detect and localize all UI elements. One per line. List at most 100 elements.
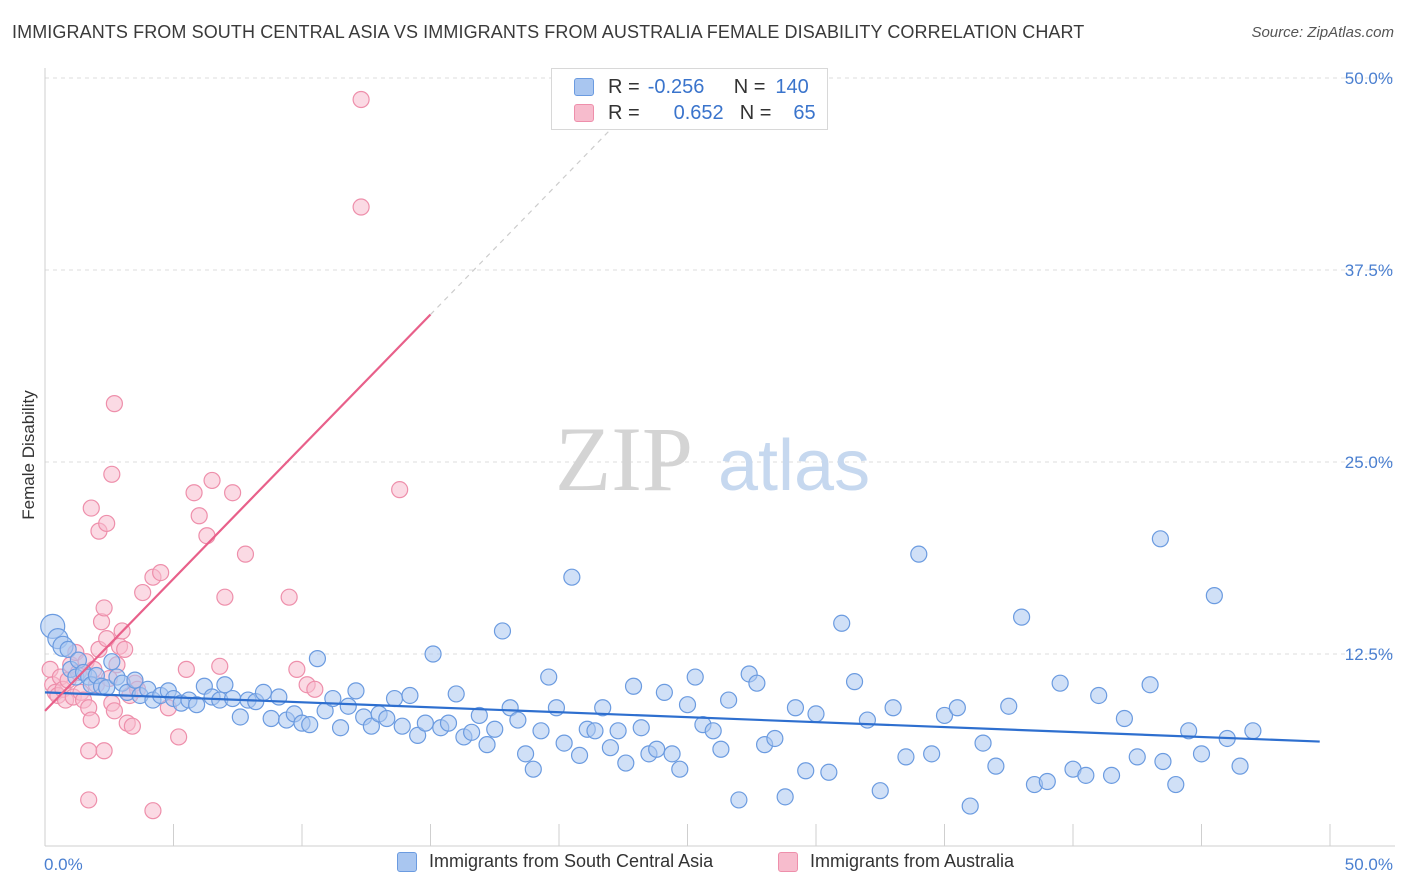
- south-central-asia-point: [463, 723, 481, 741]
- australia-point: [116, 640, 134, 658]
- south-central-asia-point: [262, 709, 280, 728]
- australia-point: [236, 545, 255, 563]
- australia-point: [280, 588, 298, 606]
- south-central-asia-point: [871, 782, 889, 800]
- australia-point: [170, 728, 188, 746]
- y-axis-label: Female Disability: [19, 390, 38, 520]
- watermark: ZIP atlas: [555, 408, 870, 510]
- australia-point: [198, 527, 216, 545]
- south-central-asia-point: [416, 714, 434, 732]
- south-central-asia-point: [59, 640, 77, 658]
- south-central-asia-point: [231, 708, 249, 726]
- australia-trendline-extension: [430, 115, 624, 315]
- australia-point: [80, 742, 98, 760]
- south-central-asia-point: [678, 696, 697, 714]
- south-central-asia-point: [1231, 757, 1249, 775]
- south-central-asia-point: [301, 716, 319, 734]
- south-central-asia-point: [730, 791, 748, 809]
- y-tick-label: 12.5%: [1345, 645, 1393, 664]
- legend-swatch-blue: [574, 78, 594, 96]
- x-tick-label: 50.0%: [1345, 855, 1393, 874]
- south-central-asia-point: [501, 699, 519, 717]
- south-central-asia-point: [1077, 766, 1095, 784]
- bottom-legend-swatch-blue: [397, 851, 417, 872]
- south-central-asia-point: [1167, 775, 1185, 794]
- south-central-asia-trendline: [44, 691, 1320, 743]
- bottom-legend: Immigrants from South Central Asia Immig…: [0, 851, 1406, 879]
- y-tick-label: 50.0%: [1345, 69, 1393, 88]
- south-central-asia-point: [609, 722, 627, 740]
- south-central-asia-point: [470, 706, 488, 725]
- south-central-asia-point: [961, 797, 979, 815]
- trendlines: [44, 115, 1320, 743]
- bottom-legend-australia: Immigrants from Australia: [778, 851, 1014, 872]
- south-central-asia-point: [663, 745, 681, 763]
- south-central-asia-point: [786, 699, 805, 717]
- south-central-asia-point: [833, 614, 851, 632]
- south-central-asia-point: [686, 668, 704, 686]
- australia-point: [211, 657, 229, 675]
- south-central-asia-point: [555, 734, 573, 752]
- south-central-asia-point: [378, 709, 396, 728]
- bottom-legend-label: Immigrants from Australia: [810, 851, 1015, 871]
- legend-n-label: N =: [739, 101, 772, 124]
- south-central-asia-point: [439, 714, 458, 732]
- south-central-asia-point: [1128, 748, 1146, 766]
- australia-point: [288, 660, 306, 678]
- south-central-asia-point: [1000, 697, 1018, 715]
- south-central-asia-point: [1141, 676, 1159, 694]
- south-central-asia-point: [974, 734, 992, 752]
- south-central-asia-point: [339, 697, 357, 715]
- australia-point: [177, 660, 195, 678]
- australia-point: [92, 613, 111, 631]
- australia-point: [105, 702, 123, 720]
- south-central-asia-point: [820, 763, 838, 781]
- australia-point: [80, 791, 98, 809]
- south-central-asia-point: [486, 720, 504, 738]
- australia-trendline: [44, 313, 432, 712]
- south-central-asia-points: [40, 530, 1262, 815]
- south-central-asia-point: [188, 696, 206, 714]
- australia-point: [144, 802, 162, 820]
- south-central-asia-point: [586, 722, 604, 740]
- south-central-asia-point: [570, 746, 589, 764]
- south-central-asia-point: [935, 706, 954, 725]
- south-central-asia-point: [1012, 608, 1031, 626]
- south-central-asia-point: [858, 711, 877, 729]
- south-central-asia-point: [766, 729, 784, 748]
- legend-n-value: 65: [793, 101, 816, 124]
- south-central-asia-point: [655, 683, 673, 702]
- south-central-asia-point: [393, 717, 411, 735]
- bottom-legend-south-central-asia: Immigrants from South Central Asia: [397, 851, 713, 872]
- australia-point: [152, 563, 170, 582]
- bottom-legend-swatch-pink: [778, 851, 798, 872]
- south-central-asia-point: [347, 682, 365, 700]
- legend: R = -0.256 N = 140 R = 0.652 N = 65: [551, 68, 828, 130]
- south-central-asia-point: [563, 568, 581, 586]
- australia-point: [82, 711, 100, 729]
- australia-point: [103, 465, 121, 483]
- south-central-asia-point: [409, 726, 427, 745]
- australia-point: [123, 717, 141, 735]
- south-central-asia-point: [601, 739, 620, 757]
- south-central-asia-point: [509, 711, 527, 729]
- south-central-asia-point: [897, 748, 915, 766]
- south-central-asia-point: [216, 676, 234, 694]
- south-central-asia-point: [362, 717, 380, 735]
- south-central-asia-point: [331, 719, 350, 737]
- south-central-asia-point: [1151, 530, 1169, 548]
- legend-n-value: 140: [775, 75, 809, 98]
- south-central-asia-point: [923, 745, 941, 763]
- australia-point: [352, 198, 370, 216]
- south-central-asia-point: [617, 754, 635, 772]
- south-central-asia-point: [540, 668, 558, 686]
- y-tick-label: 37.5%: [1345, 261, 1393, 280]
- south-central-asia-point: [126, 671, 144, 689]
- bottom-legend-label: Immigrants from South Central Asia: [429, 851, 714, 871]
- south-central-asia-point: [712, 740, 730, 758]
- south-central-asia-point: [594, 699, 612, 717]
- legend-r-label: R =: [608, 101, 640, 124]
- south-central-asia-point: [1090, 686, 1108, 705]
- axes: [44, 68, 1395, 847]
